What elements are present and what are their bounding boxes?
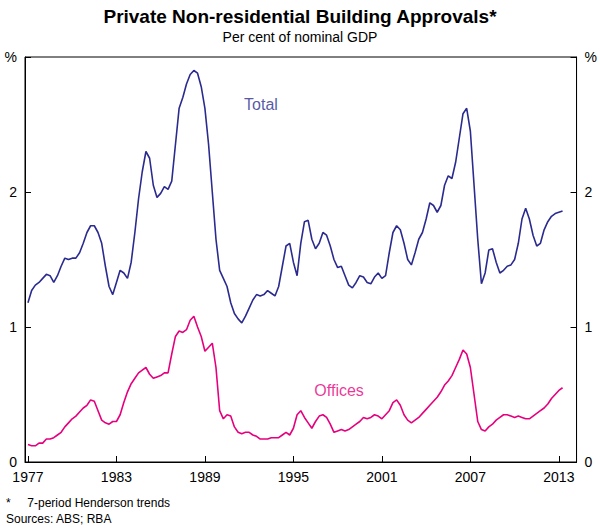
svg-text:2: 2 bbox=[9, 184, 17, 200]
svg-text:* 7-period Henderson trend: * 7-period Henderson trends bbox=[6, 496, 170, 510]
svg-text:Sources: ABS; RBA: Sources: ABS; RBA bbox=[6, 512, 111, 526]
svg-text:1989: 1989 bbox=[189, 469, 220, 485]
svg-text:1983: 1983 bbox=[101, 469, 132, 485]
svg-text:2007: 2007 bbox=[455, 469, 486, 485]
svg-text:Per cent of nominal GDP: Per cent of nominal GDP bbox=[223, 29, 378, 45]
svg-text:Private Non-residential Buildi: Private Non-residential Building Approva… bbox=[103, 6, 497, 27]
svg-text:Offices: Offices bbox=[314, 382, 364, 399]
svg-text:1995: 1995 bbox=[278, 469, 309, 485]
svg-text:2: 2 bbox=[585, 184, 593, 200]
svg-text:1: 1 bbox=[9, 319, 17, 335]
svg-text:Total: Total bbox=[244, 96, 278, 113]
svg-text:1: 1 bbox=[585, 319, 593, 335]
svg-text:1977: 1977 bbox=[12, 469, 43, 485]
svg-text:2013: 2013 bbox=[543, 469, 574, 485]
svg-text:0: 0 bbox=[585, 454, 593, 470]
svg-text:2001: 2001 bbox=[366, 469, 397, 485]
svg-text:%: % bbox=[585, 49, 597, 65]
svg-text:0: 0 bbox=[9, 454, 17, 470]
svg-text:%: % bbox=[5, 49, 17, 65]
